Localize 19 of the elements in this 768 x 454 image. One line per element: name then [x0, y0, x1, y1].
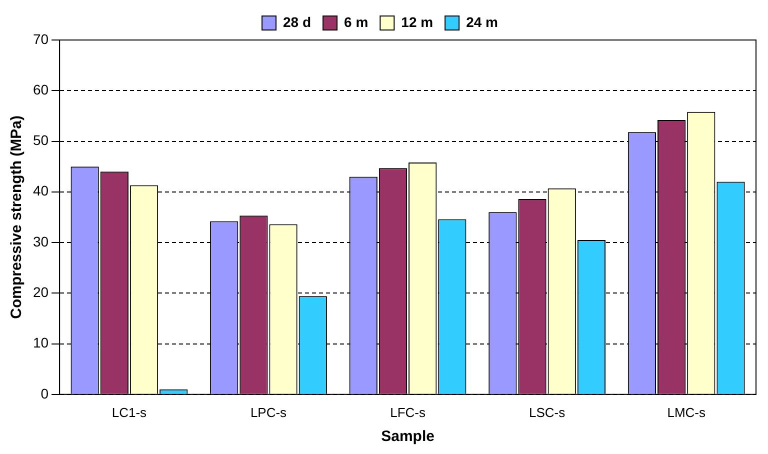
y-tick-label: 50 [32, 132, 49, 148]
y-tick-label: 0 [40, 385, 49, 402]
x-tick-label: LSC-s [529, 404, 566, 420]
y-tick-label: 60 [32, 81, 49, 98]
legend-label: 12 m [401, 14, 434, 30]
legend-label: 28 d [283, 14, 312, 30]
legend-label: 24 m [466, 14, 498, 30]
x-axis-title: Sample [381, 428, 434, 446]
legend-label: 6 m [344, 14, 368, 30]
y-tick-label: 20 [32, 284, 49, 300]
y-axis-title: Compressive strength (MPa) [8, 116, 26, 319]
y-tick-label: 40 [32, 182, 49, 199]
x-tick-label: LC1-s [112, 404, 148, 420]
x-tick-label: LMC-s [667, 404, 706, 420]
y-tick-label: 70 [32, 30, 49, 47]
y-tick-label: 10 [32, 334, 49, 351]
x-tick-label: LFC-s [390, 404, 426, 420]
y-tick-label: 30 [32, 233, 49, 250]
x-tick-label: LPC-s [250, 404, 288, 420]
